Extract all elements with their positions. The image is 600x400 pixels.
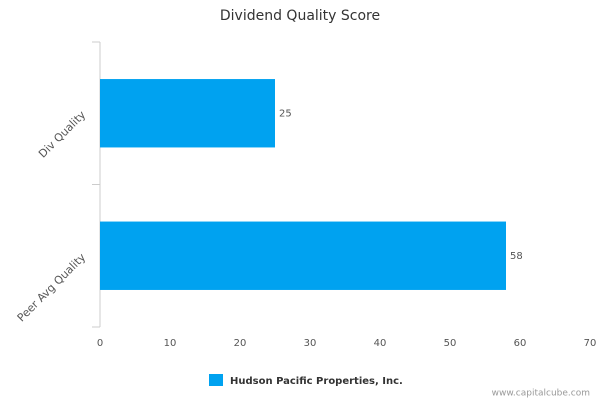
credit: www.capitalcube.com [492, 389, 590, 399]
bar [100, 79, 275, 148]
x-tick-label: 20 [234, 338, 247, 349]
x-tick-label: 30 [304, 338, 317, 349]
y-tick-label: Peer Avg Quality [15, 250, 89, 324]
x-tick-label: 50 [444, 338, 457, 349]
x-tick-label: 70 [584, 338, 597, 349]
legend-swatch [209, 374, 223, 386]
x-tick-label: 40 [374, 338, 387, 349]
x-tick-label: 10 [164, 338, 177, 349]
bar [100, 221, 506, 290]
value-label: 58 [510, 251, 523, 262]
chart-title: Dividend Quality Score [220, 8, 380, 24]
legend-label: Hudson Pacific Properties, Inc. [230, 376, 403, 387]
x-tick-label: 60 [514, 338, 527, 349]
value-label: 25 [279, 108, 292, 119]
x-tick-label: 0 [97, 338, 103, 349]
y-tick-label: Div Quality [36, 108, 89, 161]
